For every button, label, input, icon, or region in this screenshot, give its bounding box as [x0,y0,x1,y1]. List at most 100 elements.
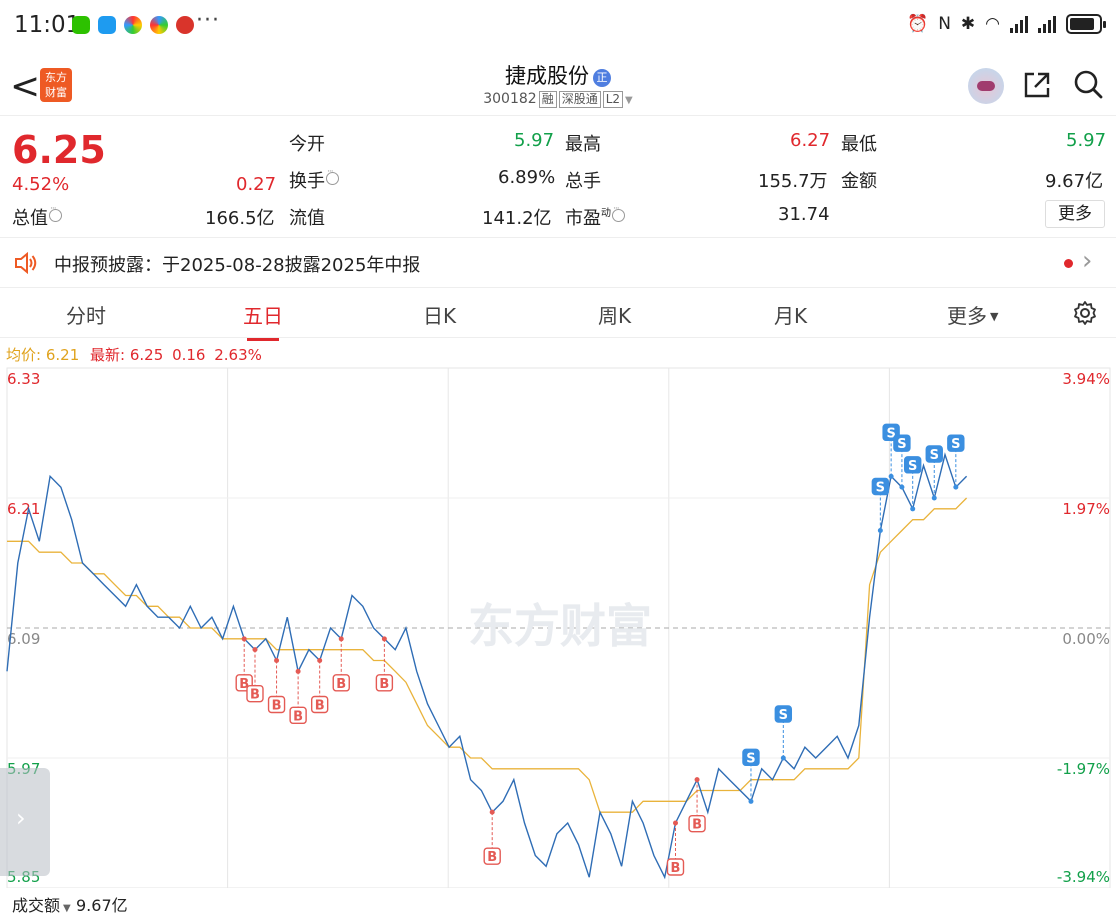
pe-label-text: 市盈 [565,208,601,229]
stock-header: < 东方财富 捷成股份正 300182 融深股通 L2 ▼ [0,54,1116,116]
sell-marker[interactable]: S [774,705,793,761]
tag-connect: 深股通 [558,91,601,108]
stock-code: 300182 [483,91,537,107]
latest-change: 0.16 [172,346,206,364]
search-icon[interactable] [1072,68,1104,100]
change-amount: 0.27 [236,174,277,195]
quote-panel: 6.25 4.52% 0.27 总值 166.5亿 今开 5.97 最高 6.2… [0,118,1116,238]
float-value-label: 流值 [289,208,325,229]
high-label: 最高 [565,134,601,155]
buy-marker[interactable]: B [289,668,307,725]
notice-bar[interactable]: 中报预披露：于2025-08-28披露2025年中报 › [0,238,1116,288]
chart-legend: 均价: 6.21 最新: 6.25 0.16 2.63% [6,344,262,365]
latest-value: 6.25 [129,346,164,364]
tab-more-label: 更多 [947,304,987,328]
status-app-icons [72,16,194,34]
tab-intraday[interactable]: 分时 [66,304,106,328]
sell-marker[interactable]: S [893,434,911,490]
svg-text:B: B [272,699,282,714]
svg-text:B: B [250,688,260,703]
pinwheel-icon [150,16,168,34]
svg-text:B: B [379,677,389,692]
alarm-icon: ⏰ [907,14,929,34]
chart-tabs: 分时 五日 日K 周K 月K 更多 ▼ [0,288,1116,341]
chevron-right-icon[interactable]: › [1082,246,1093,276]
app-logo: 东方财富 [40,68,72,102]
svg-text:S: S [930,448,939,463]
latest-label: 最新: [90,346,126,364]
status-bar: 11:01 ··· ⏰ N ✱ ◠ [0,0,1116,54]
amount-value: 9.67亿 [1045,171,1104,192]
svg-text:S: S [951,437,960,452]
gear-icon[interactable] [1072,300,1098,326]
speaker-icon [15,252,37,274]
svg-text:B: B [671,861,681,876]
sell-marker[interactable]: S [742,748,760,804]
price-line [6,452,968,880]
indicator-select[interactable]: 成交额 ▼ [12,892,71,916]
share-icon[interactable] [1022,70,1052,100]
info-icon [326,167,339,185]
caret-down-icon: ▼ [990,310,999,323]
buy-marker[interactable]: B [688,777,706,833]
open-value: 5.97 [514,130,555,151]
buy-marker[interactable]: B [267,658,286,714]
buy-marker[interactable]: B [666,820,685,877]
five-day-chart[interactable]: 东方财富 6.336.216.095.975.853.94%1.97%0.00%… [0,364,1116,888]
avg-value: 6.21 [45,346,80,364]
sell-marker[interactable]: S [871,477,890,534]
total-value: 166.5亿 [205,208,275,229]
tab-monthly-k[interactable]: 月K [774,304,808,328]
info-icon [612,204,625,222]
chevron-right-icon: › [16,804,26,832]
buy-marker[interactable]: B [483,809,501,866]
stock-title: 捷成股份正 [0,60,1116,90]
wechat-icon [72,16,90,34]
y-label-left: 6.09 [7,630,40,648]
wifi-icon: ◠ [985,14,1000,34]
buy-marker[interactable]: B [246,647,264,703]
nfc-icon: N [938,14,951,34]
sell-marker[interactable]: S [947,434,965,490]
total-value-label[interactable]: 总值 [12,204,62,230]
tab-daily-k[interactable]: 日K [423,304,457,328]
tab-five-day[interactable]: 五日 [243,300,283,341]
buy-marker[interactable]: B [310,658,329,714]
y-label-left: 6.33 [7,370,40,388]
notice-text: 中报预披露：于2025-08-28披露2025年中报 [54,255,421,276]
y-label-right: -3.94% [1057,868,1110,886]
svg-text:B: B [239,677,249,692]
amount-label: 金额 [841,171,877,192]
svg-text:B: B [336,677,346,692]
turnover-value: 6.89% [498,167,556,188]
current-price: 6.25 [12,128,106,172]
tag-level2: L2 [602,91,624,108]
svg-text:S: S [908,459,917,474]
low-label: 最低 [841,134,877,155]
sell-marker[interactable]: S [903,456,922,512]
more-button[interactable]: 更多 [1045,200,1105,228]
latest-pct: 2.63% [214,346,262,364]
turnover-label[interactable]: 换手 [289,167,339,193]
buy-marker[interactable]: B [332,636,350,692]
back-icon[interactable]: < [10,66,41,107]
tab-more[interactable]: 更多 ▼ [947,300,998,329]
pe-label[interactable]: 市盈动 [565,204,625,230]
buy-marker[interactable]: B [375,636,394,692]
status-right-icons: ⏰ N ✱ ◠ [907,14,1106,34]
battery-icon [1066,14,1106,34]
turnover-label-text: 换手 [289,171,325,192]
tag-margin: 融 [538,91,557,108]
signal-icon [1038,15,1056,33]
svg-text:B: B [315,699,325,714]
low-value: 5.97 [1066,130,1107,151]
tab-weekly-k[interactable]: 周K [598,304,632,328]
side-panel-handle[interactable]: › [0,768,50,876]
svg-text:S: S [876,481,885,496]
svg-text:S: S [746,751,755,766]
stock-subtitle[interactable]: 300182 融深股通 L2 ▼ [0,91,1116,108]
avatar[interactable] [968,68,1004,104]
sell-marker[interactable]: S [925,445,943,501]
total-value-label-text: 总值 [12,208,48,229]
